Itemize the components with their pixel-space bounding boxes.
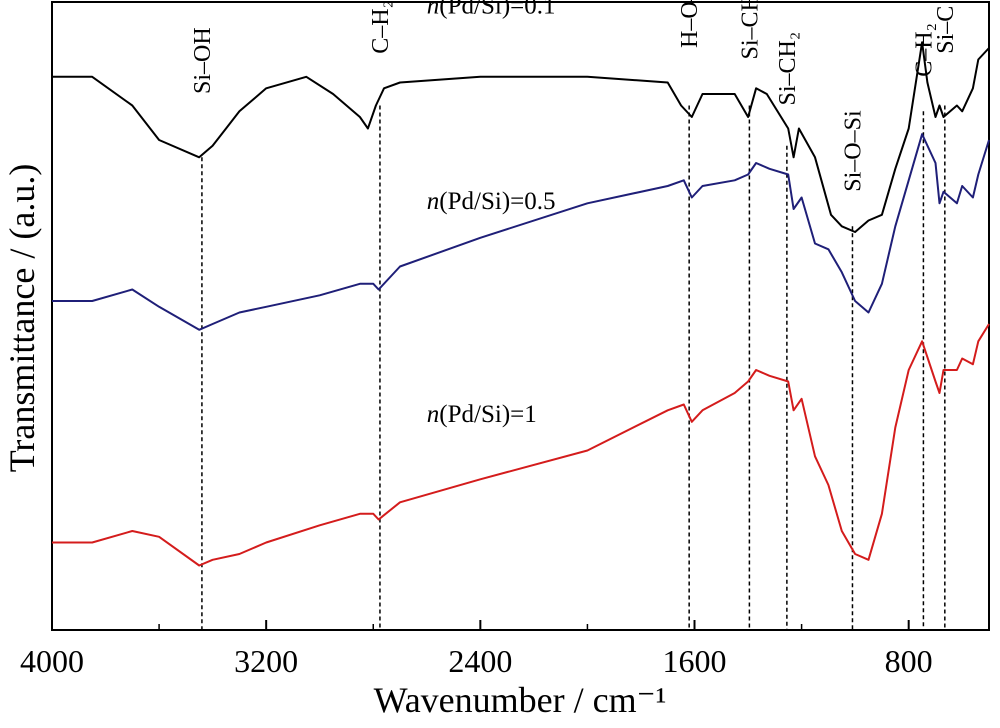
- band-label: Si–O–Si: [840, 110, 866, 192]
- series-name-label: n(Pd/Si)=1: [427, 401, 537, 428]
- band-label: Si–OH: [190, 27, 216, 94]
- x-tick-label: 3200: [234, 643, 298, 679]
- band-label: Si–CH₂: [775, 32, 801, 106]
- x-tick-label: 2400: [448, 643, 512, 679]
- band-label: Si–CH₂: [737, 0, 763, 60]
- series-line-2: [52, 133, 990, 331]
- x-tick-label: 4000: [20, 643, 84, 679]
- band-label: C–H₂: [368, 0, 394, 54]
- label-layer: n(Pd/Si)=0.1 n(Pd/Si)=0.5 n(Pd/Si)=1: [427, 0, 556, 428]
- x-tick-layer: 4000 3200 2400 1600 800: [20, 620, 933, 679]
- band-label: C–H₂: [911, 23, 937, 77]
- x-tick-label: 1600: [663, 643, 727, 679]
- series-line-1: [52, 41, 990, 233]
- band-label: H–O–H: [677, 0, 703, 48]
- series-layer: [52, 41, 990, 567]
- y-axis-title: Transmittance / (a.u.): [2, 164, 42, 473]
- series-name-label: n(Pd/Si)=0.5: [427, 188, 556, 215]
- band-label: Si–C: [933, 6, 959, 54]
- x-tick-label: 800: [885, 643, 933, 679]
- x-axis-title: Wavenumber / cm⁻¹: [374, 680, 667, 720]
- series-line-3: [52, 323, 990, 567]
- series-name-label: n(Pd/Si)=0.1: [427, 0, 556, 20]
- plot-area-frame: [51, 1, 990, 631]
- annotation-layer: Si–OHC–H₂ H–O–H Si–CH₂Si–CH₂Si–O–SiC–H₂Si–…: [190, 0, 959, 630]
